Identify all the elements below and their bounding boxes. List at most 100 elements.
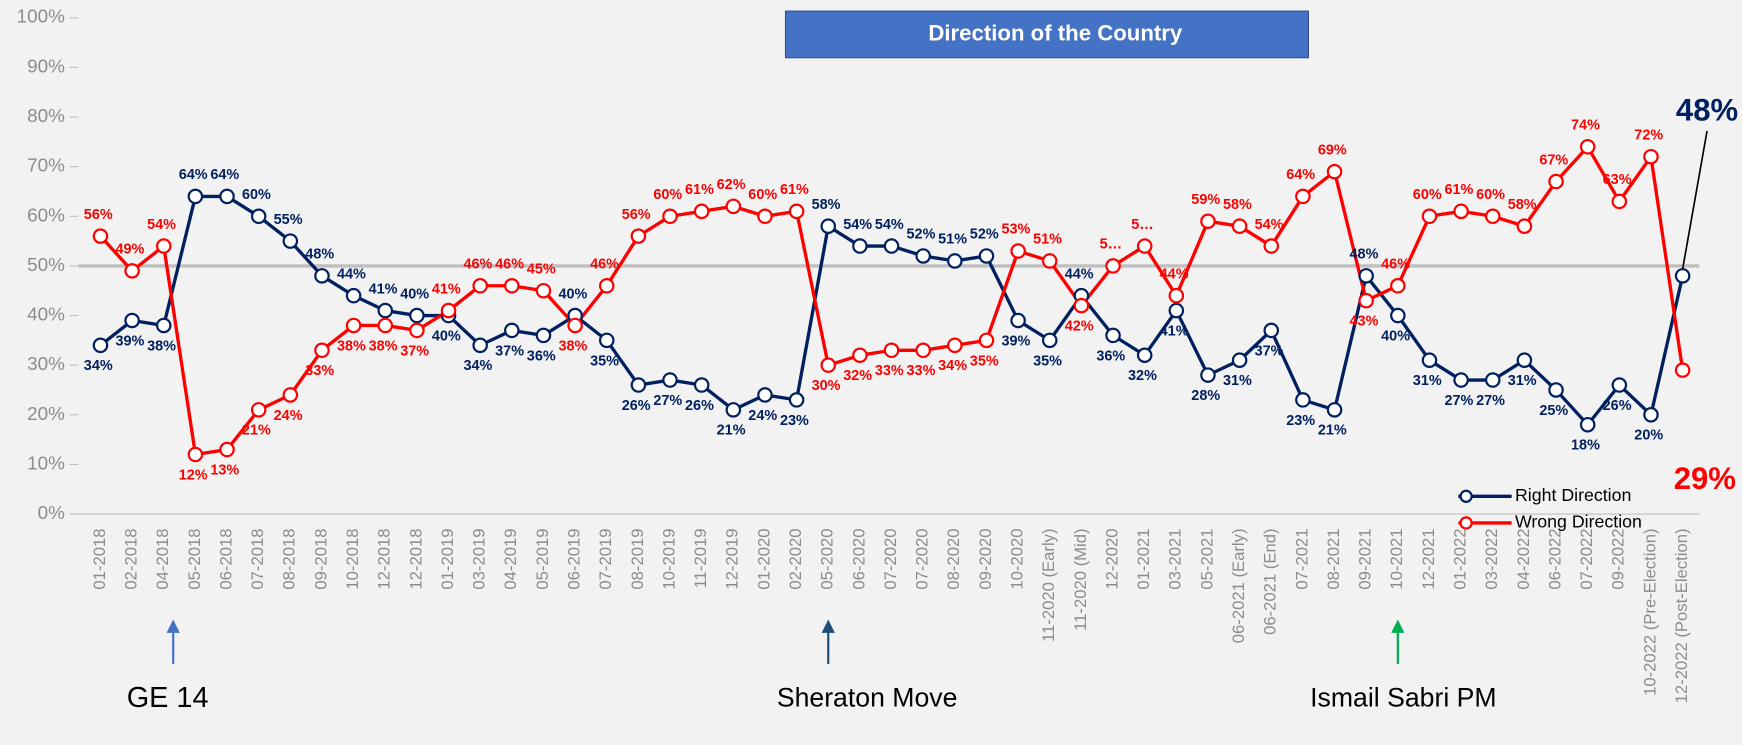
data-label: 48% — [1676, 92, 1738, 127]
data-point — [1263, 238, 1280, 254]
data-label: 64% — [179, 167, 208, 183]
data-point — [314, 268, 330, 284]
x-tick-label: 12-2021 — [1419, 528, 1438, 589]
data-label: 33% — [305, 363, 334, 379]
annotation: Sheraton Move — [777, 683, 958, 713]
data-point — [1674, 362, 1691, 378]
legend-marker — [1459, 516, 1473, 530]
y-tick-label: 60% — [27, 204, 65, 225]
x-tick-label: 06-2018 — [216, 528, 235, 589]
data-point — [1168, 287, 1185, 304]
data-label: 61% — [1444, 182, 1473, 198]
data-point — [219, 441, 235, 458]
data-label: 40% — [400, 286, 429, 302]
x-tick-label: 02-2020 — [786, 528, 805, 589]
data-point — [820, 218, 837, 234]
data-point — [377, 302, 394, 319]
x-tick-label: 05-2018 — [185, 528, 204, 589]
data-label: 35% — [970, 353, 999, 369]
data-point — [978, 332, 995, 349]
data-label: 46% — [590, 256, 619, 272]
annotation-arrowhead — [821, 619, 835, 633]
x-tick-label: 06-2021 (Early) — [1229, 528, 1248, 643]
x-tick-label: 08-2020 — [944, 528, 963, 589]
data-point — [1453, 203, 1469, 220]
data-label: 35% — [590, 353, 619, 369]
data-label: 23% — [780, 413, 809, 429]
data-label: 24% — [274, 408, 303, 424]
x-tick-label: 08-2021 — [1324, 528, 1343, 589]
x-tick-label: 10-2021 — [1387, 528, 1406, 589]
data-label: 26% — [685, 398, 714, 414]
x-tick-label: 01-2019 — [438, 528, 457, 589]
data-label: 60% — [1476, 187, 1505, 203]
data-label: 23% — [1286, 413, 1315, 429]
data-label: 29% — [1674, 461, 1736, 496]
data-label: 44% — [337, 266, 366, 282]
data-label: 38% — [147, 338, 176, 354]
x-tick-label: 12-2022 (Post-Election) — [1672, 528, 1691, 703]
x-tick-label: 06-2021 (End) — [1261, 528, 1280, 634]
data-point — [662, 372, 678, 388]
data-point — [567, 317, 583, 334]
data-label: 53% — [1001, 222, 1030, 238]
data-label: 67% — [1539, 152, 1568, 168]
data-label: 5… — [1100, 237, 1122, 253]
x-tick-label: 04-2019 — [501, 528, 520, 589]
data-label: 41% — [432, 281, 461, 297]
data-point — [757, 387, 773, 403]
x-tick-label: 06-2019 — [565, 528, 584, 589]
data-label: 42% — [1065, 319, 1094, 335]
data-label: 26% — [622, 398, 651, 414]
data-label: 64% — [1286, 167, 1315, 183]
data-point — [1390, 277, 1406, 294]
data-point — [757, 208, 773, 225]
data-point — [883, 238, 900, 254]
data-label: 46% — [1381, 256, 1410, 272]
data-point — [409, 307, 425, 324]
data-point — [440, 302, 457, 319]
data-point — [693, 203, 710, 220]
data-label: 55% — [274, 212, 303, 228]
data-point — [504, 322, 520, 339]
x-tick-label: 01-2022 — [1451, 528, 1470, 589]
data-label: 51% — [1033, 232, 1062, 248]
data-point — [1484, 372, 1501, 388]
y-tick-label: 30% — [27, 353, 65, 374]
data-point — [662, 208, 678, 225]
data-label: 64% — [210, 167, 239, 183]
x-tick-label: 09-2020 — [976, 528, 995, 589]
x-tick-label: 08-2018 — [280, 528, 299, 589]
data-point — [1548, 382, 1564, 398]
y-tick-label: 100% — [17, 6, 65, 27]
data-label: 13% — [210, 462, 239, 478]
x-tick-label: 03-2022 — [1482, 528, 1501, 589]
data-point — [978, 248, 995, 264]
data-label: 51% — [938, 232, 967, 248]
data-point — [630, 228, 647, 244]
x-tick-label: 05-2019 — [533, 528, 552, 589]
data-label: 60% — [1413, 187, 1442, 203]
data-point — [788, 203, 805, 220]
data-point — [693, 377, 710, 393]
data-point — [1548, 173, 1564, 190]
x-tick-label: 03-2021 — [1166, 528, 1185, 589]
data-label: 40% — [432, 328, 461, 344]
data-label: 36% — [527, 348, 556, 364]
data-point — [1643, 407, 1659, 423]
y-tick-label: 50% — [27, 254, 65, 275]
data-point — [1136, 238, 1153, 254]
data-point — [1579, 416, 1596, 433]
data-label: 43% — [1350, 314, 1379, 330]
data-point — [1674, 268, 1691, 284]
chart-title: Direction of the Country — [928, 20, 1183, 45]
data-point — [1010, 312, 1026, 329]
x-tick-label: 10-2020 — [1008, 528, 1027, 589]
x-tick-label: 12-2019 — [723, 528, 742, 589]
data-point — [314, 342, 330, 359]
x-tick-label: 01-2020 — [754, 528, 773, 589]
y-tick-label: 20% — [27, 403, 65, 424]
data-label: 69% — [1318, 142, 1347, 158]
data-label: 37% — [400, 343, 429, 359]
